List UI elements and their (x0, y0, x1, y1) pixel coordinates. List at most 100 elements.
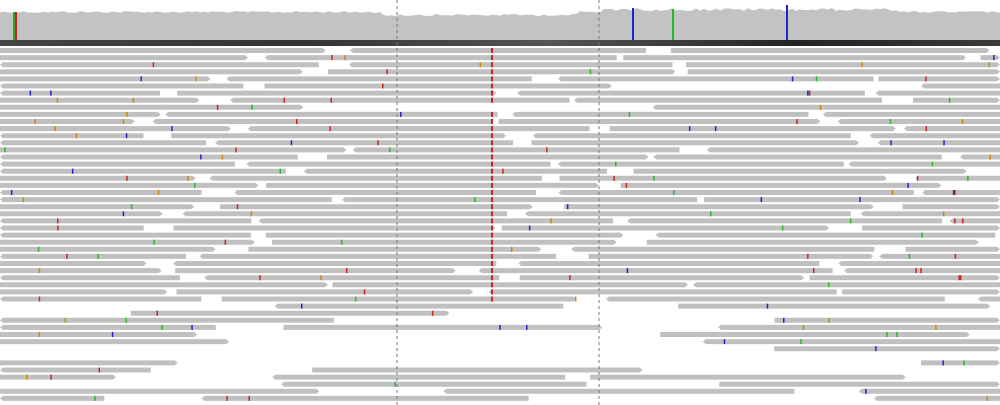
mismatch (474, 197, 476, 203)
read (670, 48, 990, 53)
mismatch (187, 175, 189, 181)
read (0, 296, 202, 302)
mismatch (819, 104, 822, 110)
mismatch (491, 76, 493, 82)
mismatch (354, 296, 357, 302)
mismatch (94, 395, 96, 401)
read (0, 395, 105, 401)
mismatch (479, 62, 482, 68)
mismatch (865, 388, 867, 394)
mismatch (491, 83, 493, 89)
read (0, 190, 202, 195)
mismatch (345, 268, 348, 274)
mismatch (221, 154, 224, 160)
read (199, 253, 557, 259)
read (130, 310, 450, 316)
read (221, 296, 577, 302)
read (0, 204, 195, 210)
mismatch (828, 317, 830, 323)
read (326, 154, 649, 160)
mismatch (859, 197, 861, 203)
coverage-variant (786, 5, 788, 40)
read (265, 182, 599, 188)
read (861, 225, 1000, 231)
mismatch (491, 182, 493, 188)
read (352, 147, 680, 153)
read (0, 90, 160, 96)
mismatch (194, 182, 196, 188)
mismatch (511, 246, 513, 252)
read (264, 55, 617, 61)
mismatch (958, 275, 960, 281)
mismatch (125, 317, 127, 323)
read (501, 225, 830, 231)
read (915, 175, 1000, 181)
mismatch (952, 190, 955, 195)
coverage-variant (672, 9, 674, 40)
read (332, 282, 688, 288)
read (0, 282, 328, 288)
read (248, 246, 542, 252)
mismatch (171, 126, 173, 132)
read (246, 161, 551, 167)
mismatch (491, 253, 493, 259)
mismatch (122, 211, 125, 217)
read (558, 190, 914, 195)
mismatch (802, 324, 805, 330)
read (0, 104, 304, 110)
read (0, 211, 163, 217)
mismatch (491, 147, 493, 153)
mismatch (626, 268, 629, 274)
read (702, 339, 1000, 345)
mismatch (290, 140, 293, 146)
read (571, 246, 875, 252)
mismatch (57, 218, 59, 224)
mismatch (153, 239, 155, 245)
read (173, 261, 497, 266)
mismatch (38, 268, 41, 274)
read (0, 119, 135, 124)
mismatch (828, 282, 830, 288)
mismatch (386, 69, 388, 75)
read (860, 211, 1000, 217)
read (977, 296, 1000, 302)
read (655, 232, 996, 238)
read (175, 268, 456, 274)
mismatch (29, 90, 32, 96)
mismatch (613, 175, 615, 181)
read (912, 97, 1000, 103)
read (312, 367, 643, 373)
mismatch (491, 289, 493, 295)
mismatch (569, 275, 571, 281)
mismatch (875, 346, 877, 352)
mismatch (98, 367, 100, 373)
read (274, 303, 564, 309)
read (873, 395, 1000, 401)
mismatch (38, 332, 41, 337)
read (247, 126, 590, 132)
mismatch (491, 204, 493, 210)
read (532, 133, 851, 139)
mismatch (34, 119, 36, 124)
mismatch (50, 90, 52, 96)
read (653, 154, 942, 160)
mismatch (400, 111, 402, 117)
read (693, 282, 1000, 288)
read (557, 161, 844, 167)
mismatch (589, 69, 592, 75)
read (685, 62, 1000, 68)
read (922, 190, 1000, 195)
read (0, 69, 303, 75)
mismatch (71, 168, 74, 174)
mismatch (954, 190, 956, 195)
mismatch (130, 204, 133, 210)
read (271, 239, 617, 245)
read (678, 303, 991, 309)
mismatch (925, 76, 927, 82)
read (0, 339, 230, 345)
mismatch (301, 303, 303, 309)
mismatch (66, 253, 68, 259)
read (858, 388, 1000, 394)
read (949, 218, 1000, 224)
